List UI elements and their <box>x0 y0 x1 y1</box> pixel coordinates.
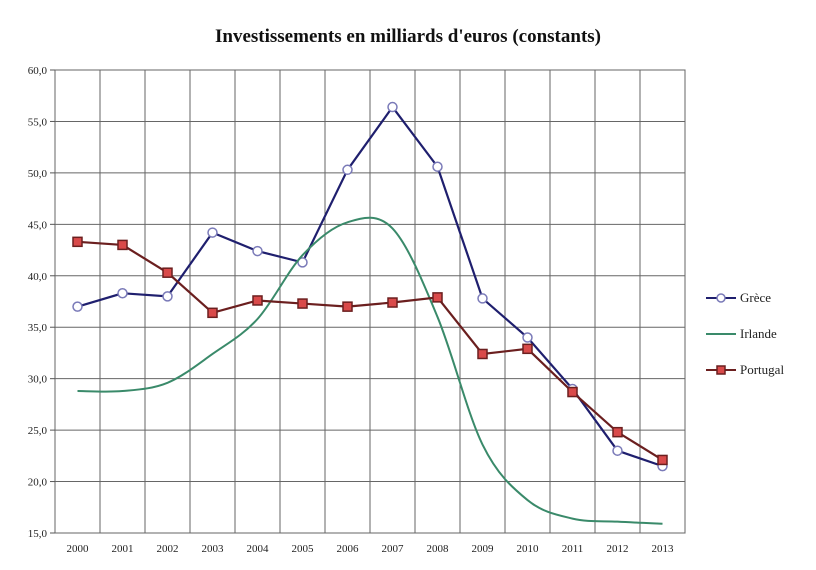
data-point <box>342 164 353 176</box>
y-tick-label: 20,0 <box>28 477 48 489</box>
legend-label: Grèce <box>740 290 771 305</box>
x-axis: 2000 2001 2002 2003 2004 2005 2006 2007 2008 2009… <box>67 543 675 555</box>
plot-area <box>54 69 686 534</box>
y-tick-label: 45,0 <box>28 219 48 231</box>
legend: Grèce Irlande Portugal <box>706 290 784 377</box>
x-tick-label: 2010 <box>517 543 540 555</box>
legend-label: Irlande <box>740 326 777 341</box>
legend-item: Grèce <box>706 290 771 305</box>
data-point <box>207 307 218 319</box>
data-point <box>612 426 623 438</box>
data-point <box>657 454 668 466</box>
data-point <box>477 348 488 360</box>
y-tick-label: 40,0 <box>28 271 48 283</box>
x-tick-label: 2013 <box>652 543 675 555</box>
data-point <box>72 236 83 248</box>
x-tick-label: 2000 <box>67 543 90 555</box>
data-point <box>252 245 263 257</box>
series-layer <box>72 101 668 525</box>
legend-label: Portugal <box>740 362 784 377</box>
data-point <box>387 101 398 113</box>
x-tick-label: 2005 <box>292 543 315 555</box>
x-tick-label: 2007 <box>382 543 405 555</box>
x-tick-label: 2003 <box>202 543 225 555</box>
data-point <box>72 301 83 312</box>
data-point <box>432 292 443 303</box>
data-point <box>522 332 533 343</box>
data-point <box>477 293 488 304</box>
legend-item: Portugal <box>706 362 784 377</box>
x-tick-label: 2012 <box>607 543 629 555</box>
data-point <box>387 297 398 308</box>
x-tick-label: 2002 <box>157 543 179 555</box>
y-tick-label: 25,0 <box>28 425 48 437</box>
legend-item: Irlande <box>706 326 777 341</box>
y-tick-label: 35,0 <box>28 322 48 334</box>
series-line <box>77 105 663 468</box>
y-tick-label: 15,0 <box>28 528 48 540</box>
y-tick-label: 55,0 <box>28 116 48 128</box>
series-irlande <box>77 216 663 525</box>
data-point <box>612 445 623 456</box>
legend-marker <box>716 293 726 303</box>
legend-marker <box>716 365 726 375</box>
y-axis: 15,0 20,0 25,0 30,0 35,0 40,0 45,0 50,0 55,0 60,0 <box>28 65 55 540</box>
data-point <box>297 257 308 268</box>
data-point <box>117 288 128 299</box>
y-tick-label: 30,0 <box>28 374 48 386</box>
series-line <box>77 240 664 461</box>
data-point <box>297 298 308 309</box>
chart-title: Investissements en milliards d'euros (co… <box>215 26 601 47</box>
data-point <box>162 267 173 278</box>
series-portugal <box>72 236 668 466</box>
x-tick-label: 2008 <box>427 543 450 555</box>
y-tick-label: 50,0 <box>28 168 48 180</box>
data-point <box>207 227 218 238</box>
x-tick-label: 2009 <box>472 543 495 555</box>
data-point <box>432 161 443 172</box>
x-tick-label: 2001 <box>112 543 134 555</box>
data-point <box>252 295 263 306</box>
x-tick-label: 2004 <box>247 543 270 555</box>
y-tick-label: 60,0 <box>28 65 48 77</box>
data-point <box>567 386 578 398</box>
data-point <box>117 239 128 251</box>
x-tick-label: 2011 <box>562 543 584 555</box>
series-line <box>77 216 663 525</box>
data-point <box>522 343 533 355</box>
x-tick-label: 2006 <box>337 543 360 555</box>
data-point <box>342 301 353 312</box>
data-point <box>162 291 173 302</box>
